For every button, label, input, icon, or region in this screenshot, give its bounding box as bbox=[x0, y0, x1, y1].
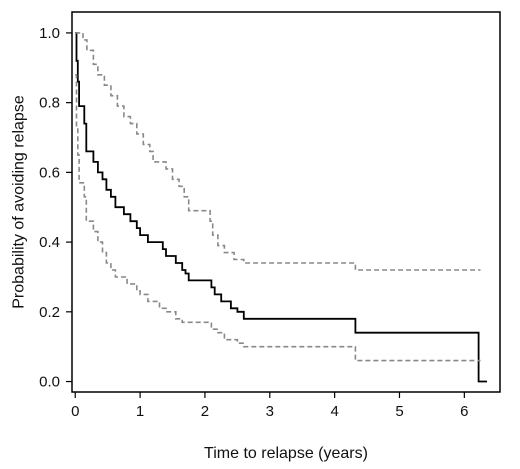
plot-frame-group bbox=[71, 11, 501, 393]
y-tick-label: 0.8 bbox=[39, 95, 60, 112]
y-axis-ticks: 0.0 0.2 0.4 0.6 0.8 1.0 bbox=[39, 25, 72, 391]
y-tick-label: 0.0 bbox=[39, 374, 60, 391]
y-tick-label: 1.0 bbox=[39, 25, 60, 42]
y-tick-label: 0.6 bbox=[39, 164, 60, 181]
y-axis-title: Probability of avoiding relapse bbox=[11, 95, 28, 309]
km-estimate-line bbox=[75, 32, 487, 383]
x-tick-label: 3 bbox=[266, 403, 274, 420]
x-tick-label: 6 bbox=[460, 403, 468, 420]
x-tick-label: 4 bbox=[330, 403, 338, 420]
x-axis-title: Time to relapse (years) bbox=[204, 445, 368, 462]
x-tick-label: 2 bbox=[201, 403, 209, 420]
y-tick-label: 0.2 bbox=[39, 304, 60, 321]
x-tick-label: 0 bbox=[71, 403, 79, 420]
x-axis-ticks: 0 1 2 3 4 5 6 bbox=[71, 392, 469, 420]
y-tick-label: 0.4 bbox=[39, 234, 60, 251]
upper-confidence-line bbox=[75, 32, 481, 271]
lower-confidence-line bbox=[75, 74, 481, 362]
plot-frame bbox=[71, 11, 501, 393]
series-layer bbox=[75, 32, 487, 383]
x-tick-label: 5 bbox=[395, 403, 403, 420]
x-tick-label: 1 bbox=[136, 403, 144, 420]
